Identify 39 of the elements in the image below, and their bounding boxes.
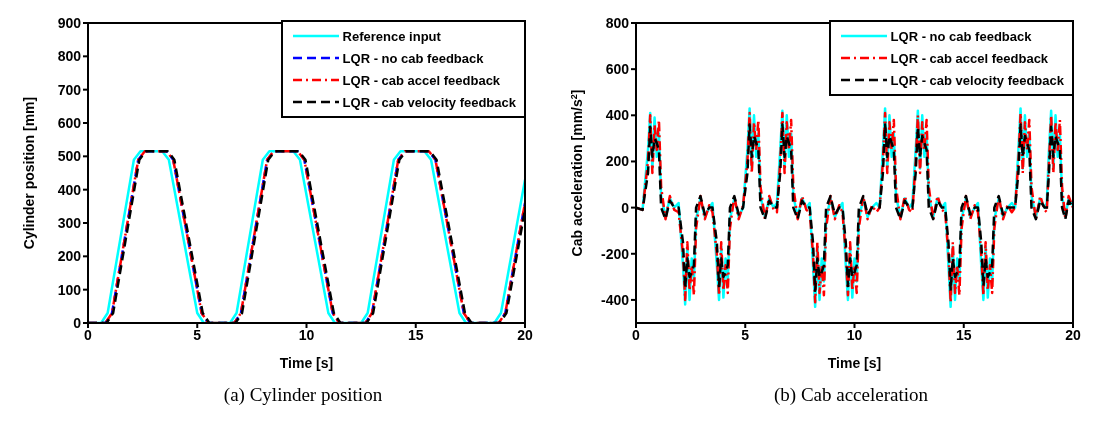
y-tick-label: -400 [600, 291, 630, 308]
y-tick-label: 200 [605, 153, 630, 170]
x-tick-label: 0 [632, 326, 641, 343]
y-tick-label: 300 [57, 214, 82, 231]
y-tick-label: 800 [605, 14, 630, 31]
legend-label: LQR - cab velocity feedback [342, 94, 516, 110]
y-tick-label: 400 [605, 107, 630, 124]
legend-label: LQR - cab accel feedback [342, 72, 501, 88]
y-tick-label: 0 [621, 199, 630, 216]
x-tick-label: 20 [1065, 326, 1081, 343]
x-tick-label: 15 [407, 326, 424, 343]
y-tick-label: 600 [605, 61, 630, 78]
y-tick-label: -200 [600, 245, 630, 262]
x-tick-label: 10 [846, 326, 863, 343]
legend-label: LQR - cab accel feedback [890, 50, 1049, 66]
y-tick-label: 100 [57, 281, 82, 298]
x-tick-label: 5 [193, 326, 202, 343]
legend-label: LQR - no cab feedback [342, 50, 484, 66]
text: (a) Cylinder position [222, 384, 384, 406]
x-axis-title: Time [s] [827, 355, 882, 371]
y-tick-label: 200 [57, 248, 82, 265]
y-tick-label: 600 [57, 114, 82, 131]
y-axis-title: Cylinder position [mm] [21, 96, 37, 250]
x-axis-title: Time [s] [279, 355, 334, 371]
y-tick-label: 700 [57, 81, 82, 98]
x-tick-label: 0 [84, 326, 93, 343]
y-tick-label: 500 [57, 148, 82, 165]
y-tick-label: 0 [73, 314, 82, 331]
legend-label: LQR - no cab feedback [890, 28, 1032, 44]
text: (b) Cab acceleration [773, 384, 929, 406]
y-tick-label: 400 [57, 181, 82, 198]
legend-label: LQR - cab velocity feedback [890, 72, 1064, 88]
y-tick-label: 800 [57, 48, 82, 65]
x-tick-label: 20 [517, 326, 533, 343]
x-tick-label: 15 [955, 326, 972, 343]
legend-label: Reference input [342, 28, 441, 44]
y-tick-label: 900 [57, 14, 82, 31]
x-tick-label: 10 [298, 326, 315, 343]
x-tick-label: 5 [741, 326, 750, 343]
